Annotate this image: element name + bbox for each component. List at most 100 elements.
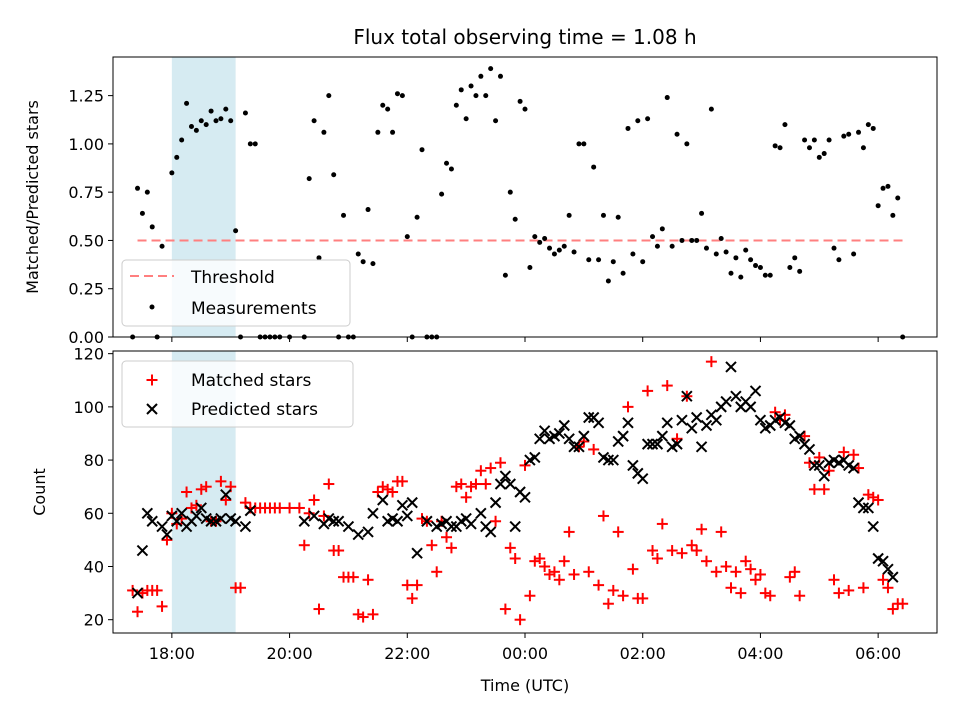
bottom-x-tick-label: 00:00: [502, 644, 548, 663]
matched-star-marker: [622, 401, 634, 413]
measurement-point: [184, 100, 190, 106]
bottom-y-axis-label: Count: [30, 468, 49, 516]
predicted-star-marker: [396, 499, 409, 512]
measurement-point: [311, 118, 317, 124]
bottom-x-tick-label: 02:00: [620, 644, 666, 663]
matched-star-marker: [578, 435, 590, 447]
predicted-star-marker: [676, 414, 688, 426]
matched-star-marker: [862, 489, 874, 501]
measurement-point: [625, 125, 631, 131]
matched-star-marker: [666, 545, 678, 557]
measurement-point: [385, 106, 391, 112]
measurement-point: [198, 118, 204, 124]
predicted-star-marker: [367, 507, 379, 519]
measurement-point: [870, 125, 876, 131]
predicted-star-marker: [695, 441, 708, 453]
matched-star-marker: [190, 499, 202, 511]
matched-star-marker: [700, 555, 712, 567]
predicted-star-marker: [499, 470, 512, 482]
predicted-star-marker: [328, 515, 340, 527]
measurement-point: [664, 95, 670, 101]
matched-star-marker: [441, 531, 453, 543]
bottom-y-tick-label: 120: [73, 345, 104, 364]
measurement-point: [728, 270, 734, 276]
measurement-point: [188, 124, 194, 130]
measurement-point: [772, 143, 778, 149]
measurement-point: [708, 106, 714, 112]
measurement-point: [635, 118, 641, 124]
predicted-star-marker: [205, 515, 217, 527]
top-legend: Threshold Measurements: [121, 259, 351, 327]
predicted-star-marker: [671, 438, 683, 450]
legend-matched-swatch: [146, 374, 158, 386]
legend-measurements-swatch: [149, 304, 155, 310]
measurement-point: [139, 210, 145, 216]
measurement-point: [640, 259, 646, 265]
matched-star-marker: [347, 571, 359, 583]
matched-star-marker: [725, 582, 737, 594]
matched-star-marker: [480, 478, 492, 490]
top-y-axis-label: Matched/Predicted stars: [23, 100, 42, 294]
matched-star-marker: [470, 478, 482, 490]
matched-star-marker: [529, 555, 541, 567]
measurement-point: [650, 234, 656, 240]
predicted-star-marker: [175, 507, 188, 519]
top-y-tick-label: 0.25: [68, 280, 104, 299]
matched-star-marker: [740, 555, 752, 567]
matched-star-marker: [367, 608, 379, 620]
x-axis-label: Time (UTC): [480, 676, 569, 695]
measurement-point: [610, 259, 616, 265]
predicted-star-marker: [215, 512, 227, 525]
measurement-point: [797, 268, 803, 274]
bottom-x-tick-label: 06:00: [855, 644, 901, 663]
matched-star-marker: [803, 457, 815, 469]
measurement-point: [360, 259, 366, 265]
predicted-star-marker: [161, 528, 173, 541]
measurement-point: [468, 83, 474, 89]
measurement-point: [179, 137, 185, 143]
measurement-point: [816, 154, 822, 160]
matched-star-marker: [563, 526, 575, 538]
predicted-star-marker: [686, 422, 698, 434]
predicted-star-marker: [656, 430, 669, 442]
measurement-point: [537, 239, 543, 245]
predicted-star-marker: [813, 459, 825, 472]
measurement-point: [836, 257, 842, 263]
matched-star-marker: [156, 600, 168, 612]
measurement-point: [890, 212, 896, 218]
measurement-point: [831, 245, 837, 251]
matched-star-marker: [396, 475, 408, 487]
measurement-point: [473, 93, 479, 99]
matched-star-marker: [524, 590, 536, 602]
matched-star-marker: [352, 608, 364, 620]
measurement-point: [792, 255, 798, 261]
measurement-point: [865, 122, 871, 128]
matched-star-marker: [215, 475, 227, 487]
measurement-point: [895, 195, 901, 201]
predicted-star-marker: [156, 520, 168, 533]
measurement-point: [439, 191, 445, 197]
measurement-point: [551, 251, 557, 257]
measurement-point: [394, 91, 400, 97]
matched-star-marker: [686, 539, 698, 551]
measurement-point: [365, 207, 371, 213]
measurement-point: [483, 93, 489, 99]
matched-star-marker: [494, 457, 506, 469]
bottom-x-tick-label: 22:00: [384, 644, 430, 663]
matched-star-marker: [318, 510, 330, 522]
measurement-point: [522, 106, 528, 112]
predicted-star-marker: [622, 417, 634, 429]
matched-star-marker: [475, 465, 487, 477]
top-y-tick-label: 0.00: [68, 328, 104, 347]
predicted-star-marker: [534, 433, 546, 445]
matched-star-marker: [485, 462, 497, 474]
matched-star-marker: [313, 603, 325, 615]
predicted-star-marker: [637, 472, 649, 485]
predicted-star-marker: [519, 491, 531, 504]
predicted-star-marker: [568, 441, 580, 453]
matched-star-marker: [867, 491, 879, 503]
predicted-star-marker: [401, 510, 413, 522]
top-legend-box: [121, 259, 351, 327]
